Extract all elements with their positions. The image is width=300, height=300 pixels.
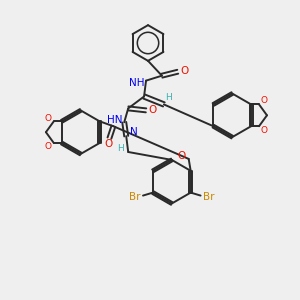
Text: H: H xyxy=(117,143,124,152)
Text: HN: HN xyxy=(106,115,122,125)
Text: O: O xyxy=(181,66,189,76)
Text: N: N xyxy=(130,127,138,137)
Text: O: O xyxy=(44,114,51,123)
Text: O: O xyxy=(178,151,186,161)
Text: O: O xyxy=(260,126,268,135)
Text: O: O xyxy=(44,142,51,151)
Text: O: O xyxy=(149,105,157,116)
Text: O: O xyxy=(104,139,112,149)
Text: Br: Br xyxy=(203,192,214,202)
Text: Br: Br xyxy=(129,192,141,202)
Text: O: O xyxy=(260,96,268,105)
Text: NH: NH xyxy=(129,78,145,88)
Text: H: H xyxy=(165,93,172,102)
